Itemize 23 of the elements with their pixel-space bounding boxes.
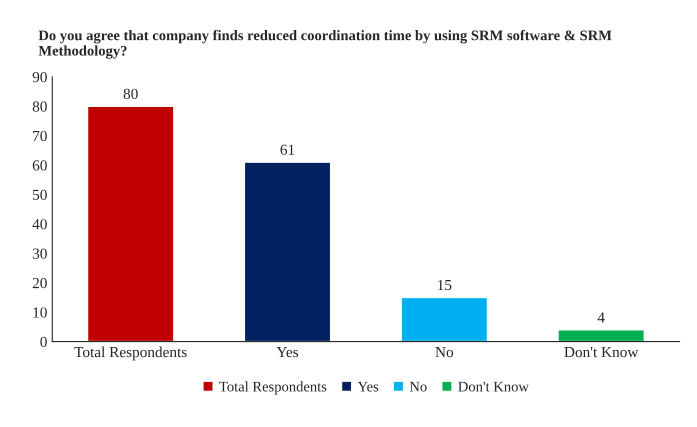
data-label: 4 [598,312,605,322]
y-tick-label: 40 [32,219,47,230]
legend-label: Yes [358,382,378,392]
x-tick-label: Total Respondents [74,346,187,360]
y-tick-label: 30 [32,248,47,259]
y-tick-label: 0 [40,336,47,348]
y-tick-label: 10 [33,307,47,318]
data-label: 61 [280,144,294,155]
y-tick-label: 80 [32,101,47,112]
legend-label: No [410,382,427,392]
x-tick-label: Don't Know [564,347,638,358]
legend-label: Don't Know [458,382,529,392]
data-label: 80 [124,88,138,100]
legend-label: Total Respondents [219,381,326,395]
x-tick-label: Yes [276,347,298,358]
data-label: 15 [438,280,452,290]
y-tick-label: 60 [32,160,47,171]
y-tick-label: 90 [32,72,47,82]
y-tick-label: 50 [33,190,47,200]
y-tick-label: 20 [32,278,47,288]
y-tick-label: 70 [33,130,47,142]
x-tick-label: No [435,347,454,358]
chart-title: Do you agree that company finds reduced coordination time by using SRM software & SRM Methodology? [38,30,612,59]
